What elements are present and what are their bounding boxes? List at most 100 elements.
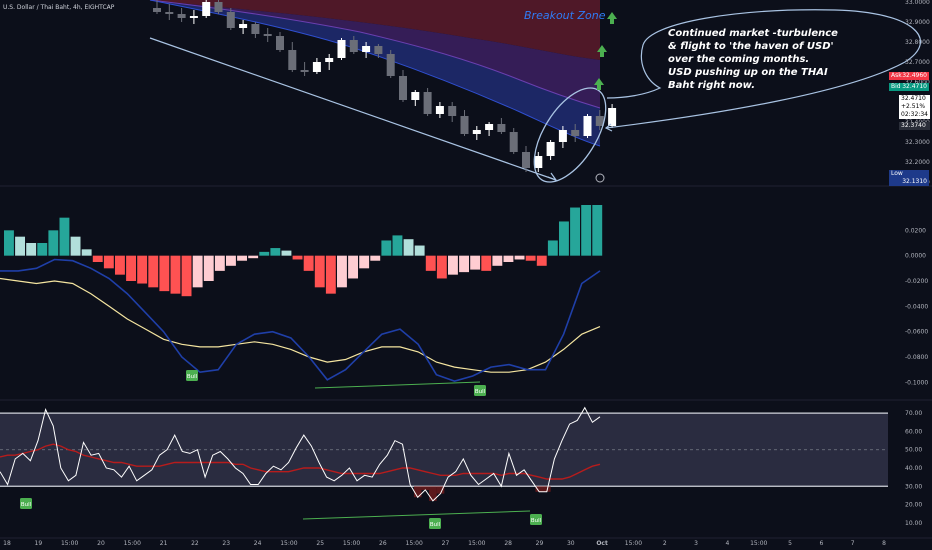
histogram-bar [103,255,114,269]
histogram-bar [436,255,447,279]
histogram-bar [403,239,414,256]
histogram-bar [570,207,580,256]
histogram-bar [459,255,469,273]
candle-body [300,70,309,72]
histogram-bar [192,255,203,288]
candle-body [460,116,469,134]
histogram-bar [425,255,436,271]
candle-body [472,130,481,134]
histogram-bar [237,255,247,261]
histogram-bar [303,255,314,271]
low-value: 32.1310 [902,178,927,185]
bid-value: 32.4710 [902,83,927,90]
histogram-bar [15,236,25,256]
time-tick-label: 15:00 [406,540,423,547]
histogram-bar [337,255,347,288]
candle-body [509,132,518,152]
candle-body [177,14,186,18]
macd-line [0,258,601,382]
annotation-text[interactable]: Continued market -turbulence & flight to… [668,27,838,92]
macd-tick-label: -0.0800 [905,354,928,361]
macd-tick-label: -0.0400 [905,303,928,310]
candle-body [411,92,420,100]
annotation-line: USD pushing up on the THAI [668,67,828,78]
histogram-bar [248,255,259,259]
rsi-tick-label: 20.00 [905,502,922,509]
annotation-line: over the coming months. [668,54,810,65]
rsi-tick-label: 10.00 [905,520,922,527]
candle-body [546,142,555,156]
candle-body [337,40,346,58]
candle-body [386,54,395,76]
histogram-bar [470,255,481,270]
breakout-zone-label[interactable]: Breakout Zone [524,9,606,22]
time-tick-label: 23 [222,540,230,547]
price-tick-label: 32.8000 [905,39,930,46]
bull-badge [530,514,542,525]
divergence-line [314,381,481,389]
histogram-bar [359,255,370,269]
histogram-bar [370,255,381,261]
candle-body [583,116,592,136]
breakout-ellipse[interactable] [520,76,620,193]
histogram-bar [126,255,136,281]
candle-body [399,76,407,100]
histogram-bar [81,249,92,256]
low-price-label: Low 32.1310 [889,170,929,186]
up-arrow-icon [594,78,604,90]
band-middle-line [149,0,601,109]
candle-body [165,12,174,14]
time-tick-label: 15:00 [625,540,642,547]
candle-body [362,46,371,52]
time-tick-label: 24 [254,540,262,547]
time-tick-label: 6 [819,540,823,547]
histogram-bar [281,250,292,256]
event-marker-icon[interactable] [595,173,605,183]
callout-bubble[interactable] [605,9,922,129]
histogram-bar [59,217,70,256]
last-price-change: +2.51% [901,103,926,110]
histogram-bar [381,240,392,256]
candle-body [325,58,334,62]
histogram-bar [503,255,514,262]
symbol-title[interactable]: U.S. Dollar / Thai Baht, 4h, EIGHTCAP [3,4,115,11]
time-tick-label: 15:00 [61,540,78,547]
bull-badge-label: Bull [21,502,32,508]
up-arrow-icon [607,12,617,24]
candle-body [374,46,383,54]
price-tick-label: 32.7000 [905,59,930,66]
candle-body [497,124,506,132]
rsi-tick-label: 60.00 [905,428,922,435]
histogram-bar [448,255,458,275]
histogram-bar [481,255,492,271]
histogram-bar [559,221,569,256]
candle-body [251,24,260,34]
last-price-countdown: 02:32:34 [901,111,928,118]
histogram-bar [170,255,181,294]
time-tick-label: 15:00 [468,540,485,547]
histogram-bar [581,205,592,256]
bid-label: Bid [891,83,901,90]
macd-tick-label: -0.0600 [905,329,928,336]
candle-body [189,16,198,18]
descending-trendline[interactable] [149,37,557,181]
rsi-tick-label: 40.00 [905,465,922,472]
time-tick-label: 7 [851,540,855,547]
time-tick-label: 26 [379,540,387,547]
rsi-group: Bull Bull Bull [0,406,888,529]
candles-group [153,0,617,172]
time-tick-label: 15:00 [124,540,141,547]
macd-tick-label: -0.0200 [905,278,928,285]
candle-body [534,156,543,168]
rsi-line [0,406,601,502]
time-tick-label: 22 [191,540,199,547]
histogram-bar [314,255,325,288]
time-tick-label: 8 [882,540,886,547]
time-tick-label: 5 [788,540,792,547]
band-middle-fill [150,0,600,108]
time-tick-label: 18 [3,540,11,547]
bull-badge [474,385,486,396]
candle-body [312,62,321,72]
time-tick-label: 29 [536,540,544,547]
